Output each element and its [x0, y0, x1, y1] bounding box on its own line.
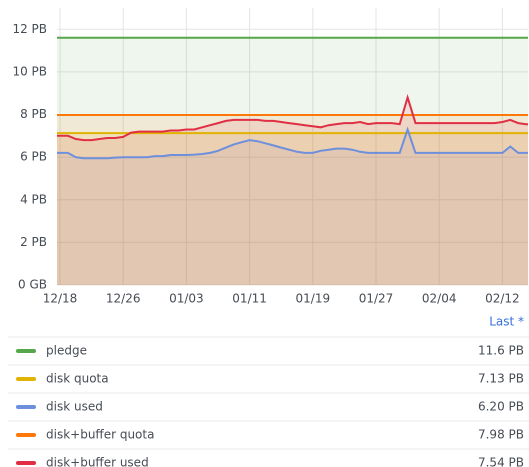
legend-value: 11.6 PB: [478, 344, 524, 358]
legend-value: 7.98 PB: [478, 428, 524, 442]
y-tick-label: 6 PB: [20, 150, 47, 164]
y-tick-label: 12 PB: [12, 22, 47, 36]
legend-value: 7.13 PB: [478, 372, 524, 386]
series-area: [57, 37, 528, 285]
y-tick-label: 4 PB: [20, 192, 47, 206]
y-tick-label: 8 PB: [20, 107, 47, 121]
x-tick-label: 12/26: [106, 292, 141, 306]
legend-label: pledge: [46, 344, 87, 358]
legend-label: disk+buffer used: [46, 456, 149, 467]
x-tick-label: 01/11: [232, 292, 267, 306]
areas: [57, 37, 528, 285]
x-tick-label: 02/12: [485, 292, 520, 306]
x-tick-label: 02/04: [422, 292, 457, 306]
series-area: [57, 133, 528, 285]
lines: [57, 36, 528, 160]
series-line: [57, 126, 528, 160]
legend-label: disk+buffer quota: [46, 428, 154, 442]
series-area: [57, 97, 528, 285]
x-tick-label: 01/19: [296, 292, 331, 306]
y-tick-label: 0 GB: [18, 278, 47, 292]
legend-label: disk quota: [46, 372, 109, 386]
legend-header: Last *: [489, 315, 524, 329]
x-tick-label: 12/18: [43, 292, 78, 306]
series-line: [57, 94, 528, 142]
legend-label: disk used: [46, 400, 103, 414]
legend-value: 7.54 PB: [478, 456, 524, 467]
series-area: [57, 115, 528, 285]
x-tick-label: 01/03: [169, 292, 204, 306]
series-area: [57, 129, 528, 285]
y-tick-label: 2 PB: [20, 235, 47, 249]
y-tick-label: 10 PB: [12, 64, 47, 78]
x-tick-label: 01/27: [359, 292, 394, 306]
legend-value: 6.20 PB: [478, 400, 524, 414]
